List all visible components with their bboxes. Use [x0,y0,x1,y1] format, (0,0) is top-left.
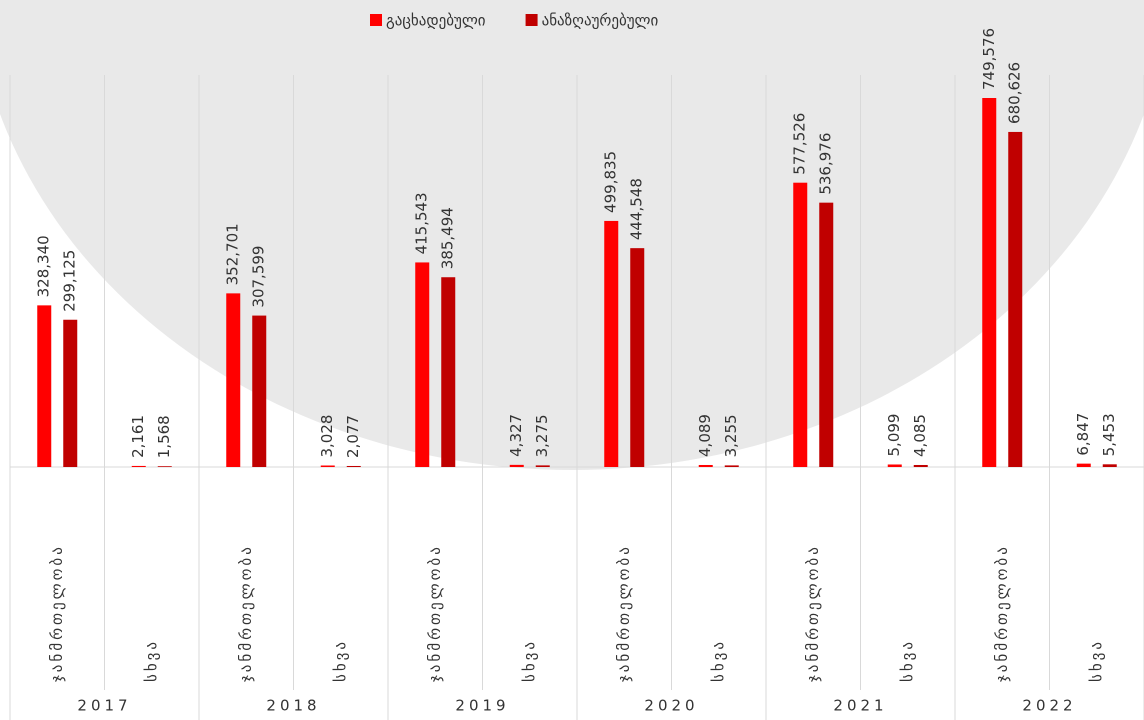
category-label: ჯანმრთელობა [237,544,255,682]
value-label: 352,701 [224,223,242,285]
bar [1077,464,1091,467]
bar [441,277,455,467]
category-label: ჯანმრთელობა [615,544,633,682]
value-label: 2,077 [344,415,362,458]
bar [252,316,266,467]
group-label: 2022 [1022,697,1076,715]
bar [888,464,902,467]
category-label: ჯანმრთელობა [48,544,66,682]
chart: გაცხადებული ანაზღაურებული 2017 2018 2019 2020… [0,0,1144,720]
bar [510,465,524,467]
value-label: 6,847 [1074,413,1092,456]
bar [1008,132,1022,467]
bar [1103,464,1117,467]
bar [347,466,361,467]
value-label: 3,275 [533,414,551,457]
value-label: 385,494 [439,207,457,269]
value-label: 4,327 [507,414,525,457]
group-label: 2021 [833,697,887,715]
bar [725,465,739,467]
value-label: 415,543 [413,192,431,254]
value-label: 680,626 [1006,62,1024,124]
legend-swatch [526,14,538,26]
bar [37,305,51,467]
bar [321,466,335,467]
legend-label: ანაზღაურებული [542,12,659,30]
bar [699,465,713,467]
group-label: 2018 [266,697,320,715]
background-circle [0,0,1144,470]
category-label: სხვა [709,639,727,682]
category-label: ჯანმრთელობა [804,544,822,682]
value-label: 5,099 [885,414,903,457]
legend-swatch [370,14,382,26]
category-label: ჯანმრთელობა [426,544,444,682]
value-label: 577,526 [791,113,809,175]
bar [132,466,146,467]
bar [819,203,833,467]
group-label: 2019 [455,697,509,715]
value-label: 307,599 [250,246,268,308]
bar [158,466,172,467]
value-label: 4,085 [911,414,929,457]
category-label: სხვა [142,639,160,682]
value-label: 4,089 [696,414,714,457]
bar [604,221,618,467]
bar [982,98,996,467]
value-label: 444,548 [628,178,646,240]
value-label: 749,576 [980,28,998,90]
category-label: სხვა [520,639,538,682]
group-label: 2020 [644,697,698,715]
bar [793,183,807,467]
value-label: 328,340 [35,235,53,297]
value-label: 2,161 [129,415,147,458]
legend-label: გაცხადებული [386,12,486,30]
category-label: სხვა [331,639,349,682]
value-label: 3,255 [722,414,740,457]
value-label: 5,453 [1100,413,1118,456]
value-label: 499,835 [602,151,620,213]
page: გაცხადებული ანაზღაურებული 2017 2018 2019 2020… [0,0,1144,720]
bar [226,293,240,467]
bar [914,465,928,467]
category-label: ჯანმრთელობა [993,544,1011,682]
bar [630,248,644,467]
group-label: 2017 [77,697,131,715]
value-label: 299,125 [61,250,79,312]
value-label: 536,976 [817,133,835,195]
category-label: სხვა [898,639,916,682]
bar [536,465,550,467]
bar [63,320,77,467]
value-label: 3,028 [318,415,336,458]
bar [415,262,429,467]
value-label: 1,568 [155,415,173,458]
category-label: სხვა [1087,639,1105,682]
